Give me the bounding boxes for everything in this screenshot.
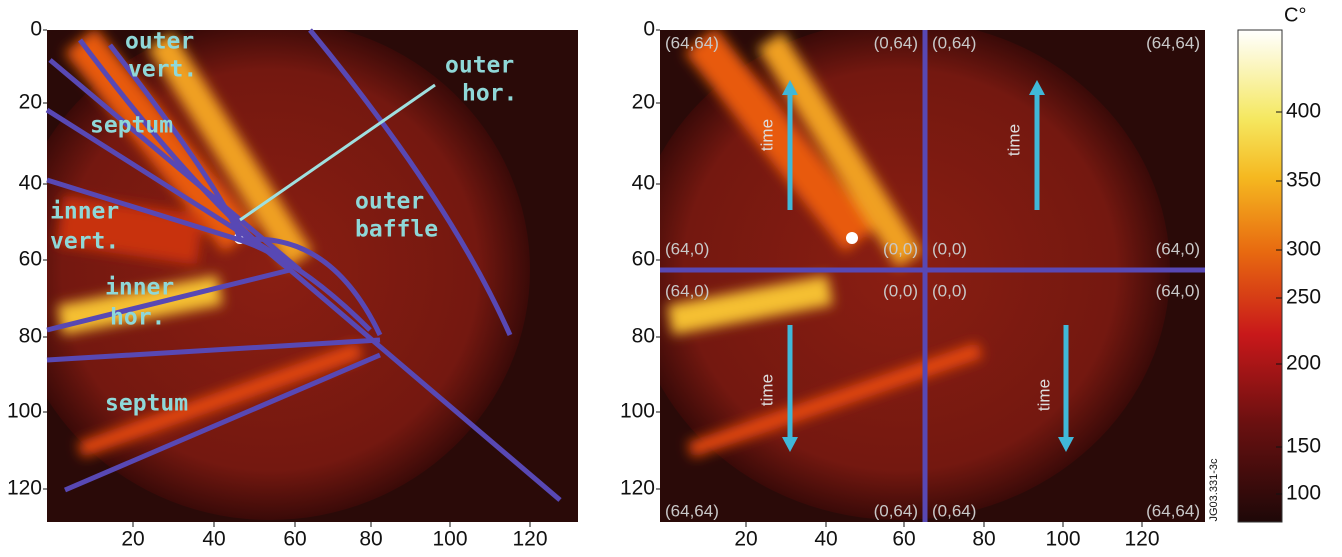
y-tick-label: 80 <box>632 325 655 348</box>
corner-label: (64,64) <box>665 33 719 52</box>
colorbar-tick-label: 350 <box>1286 169 1321 192</box>
colorbar-tick-label: 100 <box>1286 482 1321 505</box>
corner-label: (0,0) <box>883 281 918 300</box>
corner-label: (64,64) <box>665 501 719 520</box>
x-tick-label: 100 <box>1045 528 1080 551</box>
x-tick-label: 60 <box>892 528 915 551</box>
corner-label: (64,0) <box>665 281 709 300</box>
x-tick-label: 80 <box>972 528 995 551</box>
corner-label: (0,0) <box>932 239 967 258</box>
time-label: time <box>757 119 776 151</box>
corner-label: (0,64) <box>874 33 918 52</box>
time-label: time <box>757 374 776 406</box>
corner-label: (64,0) <box>1156 281 1200 300</box>
colorbar-tick-label: 300 <box>1286 238 1321 261</box>
region-label: outer <box>125 29 194 55</box>
y-tick-label: 100 <box>620 400 655 423</box>
region-label: outer <box>445 53 514 79</box>
corner-label: (0,64) <box>932 33 976 52</box>
x-tick-label: 80 <box>359 528 382 551</box>
y-tick-label: 40 <box>19 172 42 195</box>
region-label: vert. <box>50 229 119 255</box>
corner-label: (64,64) <box>1146 33 1200 52</box>
colorbar-tick-label: 250 <box>1286 286 1321 309</box>
y-tick-label: 20 <box>632 91 655 114</box>
region-label: baffle <box>355 217 438 243</box>
colorbar-unit: C° <box>1284 4 1306 26</box>
figure-id: JG03.331-3c <box>1208 458 1220 521</box>
y-tick-label: 100 <box>7 400 42 423</box>
corner-label: (64,0) <box>1156 239 1200 258</box>
x-tick-label: 40 <box>202 528 225 551</box>
region-label: hor. <box>110 305 165 331</box>
y-tick-label: 0 <box>643 18 655 41</box>
x-tick-label: 40 <box>814 528 837 551</box>
region-label: vert. <box>128 57 197 83</box>
corner-label: (64,0) <box>665 239 709 258</box>
region-label: outer <box>355 189 424 215</box>
corner-label: (0,0) <box>932 281 967 300</box>
y-tick-label: 40 <box>632 172 655 195</box>
x-tick-label: 60 <box>283 528 306 551</box>
y-tick-label: 120 <box>620 477 655 500</box>
corner-label: (0,64) <box>874 501 918 520</box>
corner-label: (64,64) <box>1146 501 1200 520</box>
corner-label: (0,64) <box>932 501 976 520</box>
y-tick-label: 0 <box>30 18 42 41</box>
region-label: hor. <box>462 81 517 107</box>
corner-label: (0,0) <box>883 239 918 258</box>
region-label: inner <box>105 275 174 301</box>
y-tick-label: 120 <box>7 477 42 500</box>
region-label: inner <box>50 199 119 225</box>
time-label: time <box>1004 124 1023 156</box>
x-tick-label: 100 <box>432 528 467 551</box>
y-tick-label: 80 <box>19 325 42 348</box>
x-tick-label: 20 <box>121 528 144 551</box>
colorbar-tick-label: 400 <box>1286 100 1321 123</box>
colorbar <box>1238 30 1282 522</box>
x-tick-label: 20 <box>734 528 757 551</box>
colorbar-tick-label: 150 <box>1286 435 1321 458</box>
x-tick-label: 120 <box>1124 528 1159 551</box>
region-label: septum <box>105 391 188 417</box>
y-tick-label: 60 <box>19 248 42 271</box>
y-tick-label: 20 <box>19 91 42 114</box>
region-label: septum <box>90 113 173 139</box>
x-tick-label: 120 <box>512 528 547 551</box>
colorbar-tick-label: 200 <box>1286 352 1321 375</box>
y-tick-label: 60 <box>632 248 655 271</box>
time-label: time <box>1034 379 1053 411</box>
figure: 0 20 40 60 80 100 120 20 40 60 80 100 120 0 20 40 60 80 10… <box>0 0 1342 552</box>
